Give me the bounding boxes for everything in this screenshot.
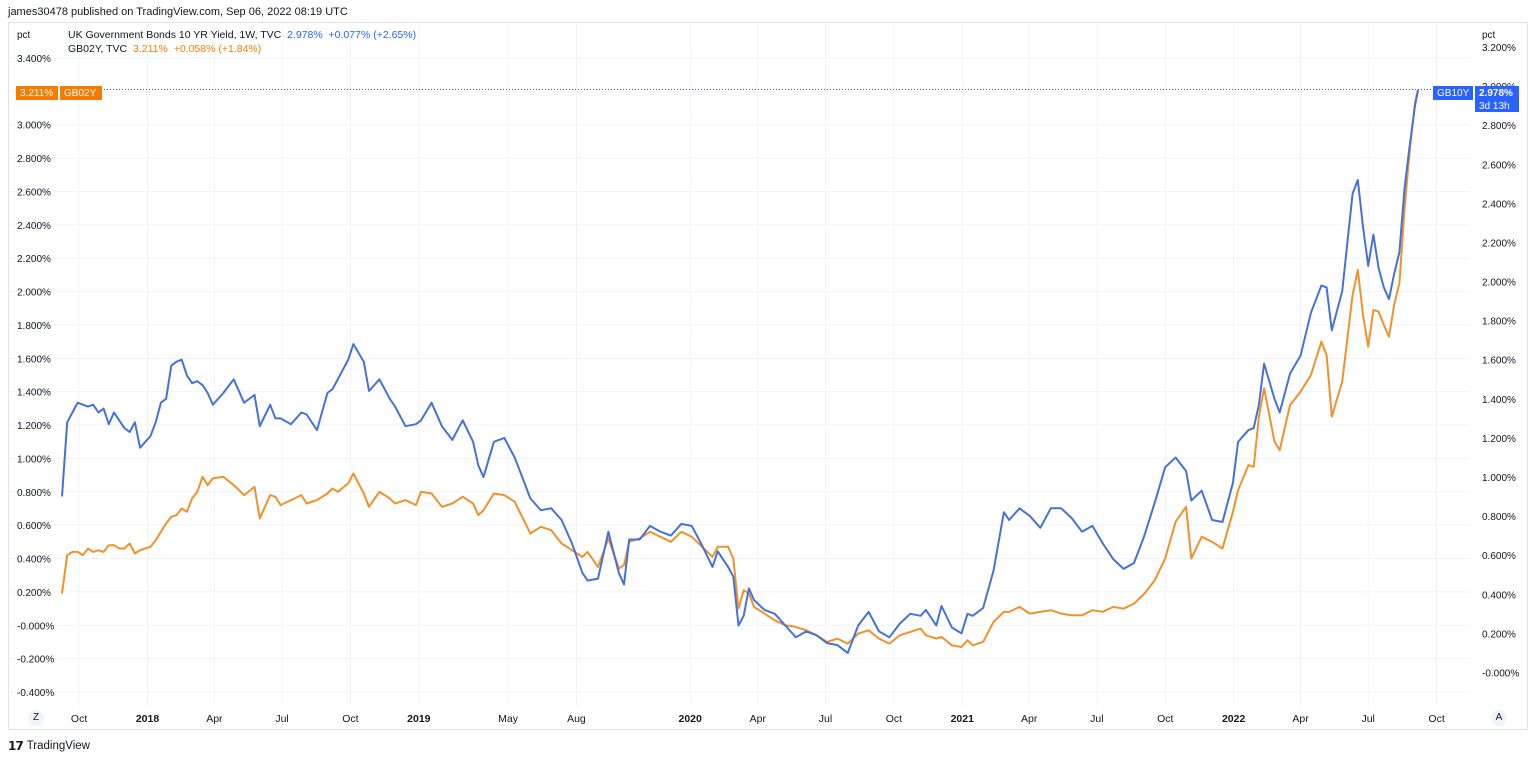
right-axis-tick-label: -0.000% (1482, 668, 1519, 679)
footer-brand: 𝟭𝟳 TradingView (8, 739, 90, 753)
legend-series-gb10y[interactable]: UK Government Bonds 10 YR Yield, 1W, TVC… (68, 29, 416, 41)
left-axis-tick-label: -0.200% (17, 655, 54, 666)
left-axis-tick-label: 1.200% (17, 421, 51, 432)
right-axis-tick-label: 2.400% (1482, 199, 1516, 210)
x-axis-tick-label: Jul (1361, 713, 1374, 725)
right-axis-tick-label: 2.200% (1482, 238, 1516, 249)
right-axis-tick-label: 0.200% (1482, 629, 1516, 640)
left-axis-tick-label: 2.200% (17, 254, 51, 265)
x-axis-tick-label: 2022 (1222, 713, 1246, 725)
legend-change: +0.058% (+1.84%) (173, 43, 262, 55)
x-axis-tick-label: 2019 (407, 713, 431, 725)
x-axis-tick-label: Jul (1090, 713, 1103, 725)
x-axis-tick-label: Apr (1292, 713, 1309, 725)
x-axis-tick-label: 2018 (136, 713, 160, 725)
left-axis-tick-label: 3.400% (17, 54, 51, 65)
right-axis-tick-label: 3.200% (1482, 43, 1516, 54)
left-axis-tick-label: 2.600% (17, 187, 51, 198)
left-axis-tick-label: 0.800% (17, 488, 51, 499)
left-axis-tick-label: 0.200% (17, 588, 51, 599)
right-axis-tick-label: 2.600% (1482, 160, 1516, 171)
right-price-tag-value: 2.978% (1475, 86, 1519, 100)
left-axis-tick-label: -0.000% (17, 621, 54, 632)
left-axis-tick-label: 2.800% (17, 154, 51, 165)
x-axis-tick-label: Oct (1428, 713, 1444, 725)
left-axis-tick-label: 1.000% (17, 454, 51, 465)
legend-series-gb02y[interactable]: GB02Y, TVC 3.211% +0.058% (+1.84%) (68, 43, 261, 55)
right-axis-tick-label: 1.600% (1482, 356, 1516, 367)
right-axis-tick-label: 0.600% (1482, 551, 1516, 562)
left-axis-unit: pct (17, 30, 31, 41)
footer-brand-label: TradingView (26, 740, 90, 752)
x-axis-tick-label: May (498, 713, 519, 725)
left-price-tag-value: 3.211% (16, 86, 58, 100)
legend-value: 2.978% (287, 29, 323, 41)
left-axis-tick-label: 3.000% (17, 121, 51, 132)
auto-scale-button[interactable]: A (1491, 710, 1507, 726)
chart-frame (8, 22, 1528, 730)
right-axis-tick-label: 0.800% (1482, 512, 1516, 523)
legend-value: 3.211% (133, 43, 168, 55)
left-axis-tick-label: -0.400% (17, 688, 54, 699)
left-axis-tick-label: 0.400% (17, 555, 51, 566)
right-axis-tick-label: 1.400% (1482, 395, 1516, 406)
x-axis-tick-label: Oct (342, 713, 358, 725)
right-price-tag-countdown: 3d 13h (1475, 100, 1519, 112)
x-axis-tick-label: Oct (1157, 713, 1173, 725)
publisher-line: james30478 published on TradingView.com,… (8, 6, 348, 18)
x-axis-tick-label: Apr (206, 713, 223, 725)
left-axis-tick-label: 0.600% (17, 521, 51, 532)
timezone-button[interactable]: Z (28, 710, 44, 726)
series-line-gb02y (61, 89, 1419, 648)
left-axis-tick-label: 2.400% (17, 221, 51, 232)
right-axis-tick-label: 1.800% (1482, 317, 1516, 328)
right-axis-tick-label: 0.400% (1482, 590, 1516, 601)
left-axis-tick-label: 2.000% (17, 288, 51, 299)
x-axis-tick-label: 2021 (951, 713, 975, 725)
x-axis-tick-label: Apr (1021, 713, 1038, 725)
left-axis-tick-label: 1.600% (17, 354, 51, 365)
left-price-tag-symbol: GB02Y (60, 86, 102, 100)
right-axis-tick-label: 2.000% (1482, 278, 1516, 289)
series-line-gb10y (61, 90, 1419, 654)
x-axis-tick-label: Oct (886, 713, 902, 725)
x-axis-tick-label: Jul (275, 713, 288, 725)
x-axis-tick-label: 2020 (679, 713, 703, 725)
right-price-tag-symbol: GB10Y (1433, 86, 1473, 100)
left-axis-tick-label: 1.800% (17, 321, 51, 332)
right-axis-tick-label: 2.800% (1482, 121, 1516, 132)
right-axis-unit: pct (1482, 30, 1496, 41)
legend-name: GB02Y, TVC (68, 43, 128, 55)
legend-change: +0.077% (+2.65%) (328, 29, 417, 41)
x-axis-tick-label: Oct (71, 713, 87, 725)
legend-name: UK Government Bonds 10 YR Yield, 1W, TVC (68, 29, 282, 41)
right-axis-tick-label: 1.000% (1482, 473, 1516, 484)
left-axis-tick-label: 1.400% (17, 388, 51, 399)
x-axis-tick-label: Jul (819, 713, 832, 725)
right-axis-tick-label: 1.200% (1482, 434, 1516, 445)
tradingview-logo-icon: 𝟭𝟳 (8, 739, 24, 753)
x-axis-tick-label: Apr (750, 713, 767, 725)
x-axis-tick-label: Aug (567, 713, 586, 725)
